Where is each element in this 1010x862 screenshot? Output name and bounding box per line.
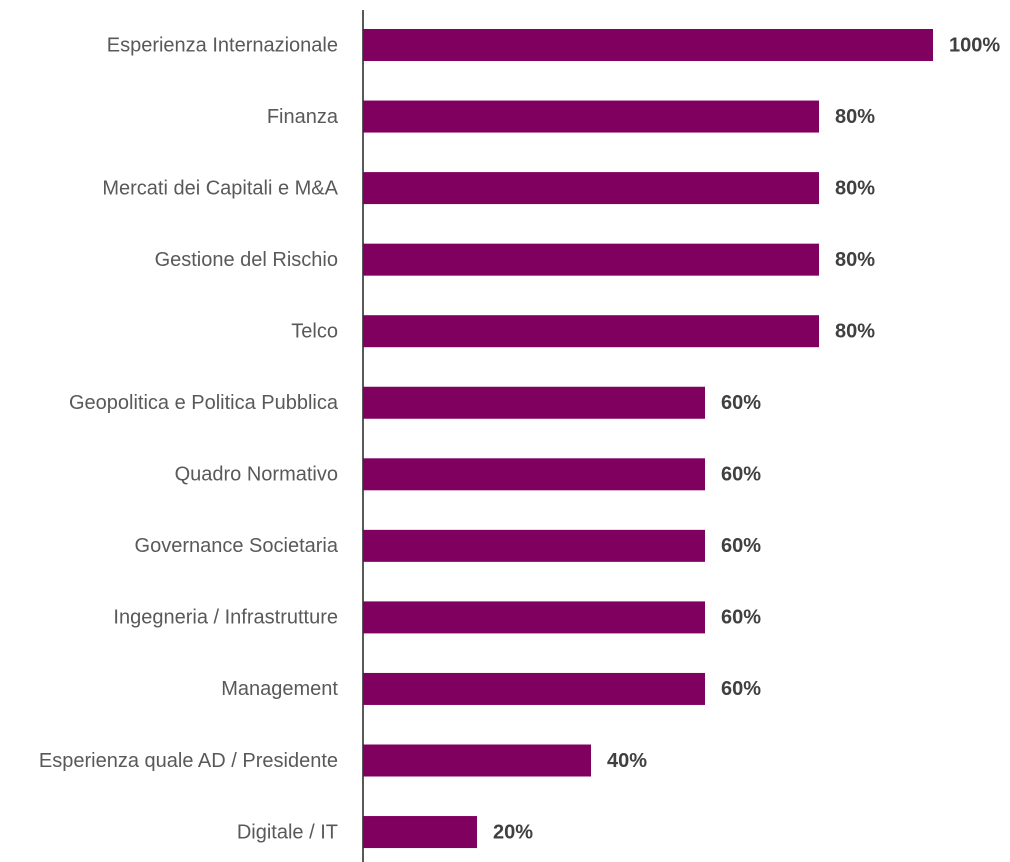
bar [363, 29, 933, 61]
bar [363, 315, 819, 348]
value-label: 80% [835, 177, 875, 199]
value-label: 40% [607, 750, 647, 772]
y-tick-label: Governance Societaria [135, 535, 339, 557]
value-label: 80% [835, 320, 875, 342]
value-label: 80% [835, 249, 875, 271]
value-label: 100% [949, 34, 1000, 56]
y-tick-label: Quadro Normativo [175, 464, 338, 486]
bar [363, 744, 591, 777]
bar [363, 529, 705, 562]
bar [363, 243, 819, 276]
y-tick-label: Finanza [267, 106, 339, 128]
bar [363, 816, 477, 849]
value-label: 60% [721, 464, 761, 486]
bar [363, 601, 705, 634]
y-tick-label: Telco [291, 320, 338, 342]
y-tick-label: Esperienza quale AD / Presidente [39, 750, 338, 772]
value-label: 60% [721, 535, 761, 557]
value-label: 20% [493, 821, 533, 843]
bar [363, 672, 705, 705]
y-tick-label: Gestione del Rischio [155, 249, 338, 271]
y-tick-label: Management [221, 678, 338, 700]
value-label: 60% [721, 678, 761, 700]
bar [363, 172, 819, 205]
bar [363, 386, 705, 419]
y-tick-label: Digitale / IT [237, 821, 338, 843]
y-tick-label: Esperienza Internazionale [107, 34, 338, 56]
value-label: 60% [721, 607, 761, 629]
value-label: 80% [835, 106, 875, 128]
bar [363, 100, 819, 133]
y-tick-label: Geopolitica e Politica Pubblica [69, 392, 339, 414]
bar [363, 458, 705, 491]
y-tick-label: Ingegneria / Infrastrutture [113, 607, 338, 629]
y-tick-label: Mercati dei Capitali e M&A [102, 177, 338, 199]
value-label: 60% [721, 392, 761, 414]
